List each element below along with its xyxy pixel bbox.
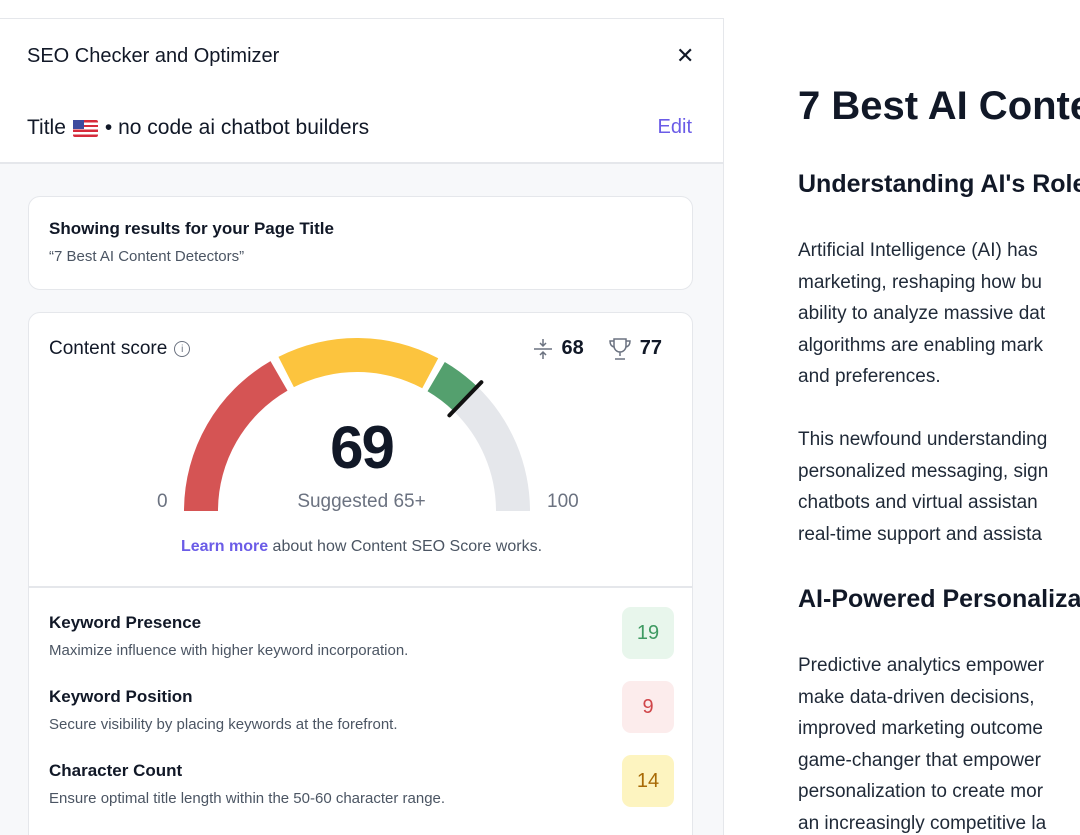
learn-more-rest: about how Content SEO Score works. [268, 538, 543, 555]
article-line: marketing, reshaping how bu [798, 271, 1042, 293]
score-item-badge: 9 [622, 681, 674, 733]
content-score-label: Content score i [49, 338, 191, 360]
score-stats: 68 77 [532, 337, 662, 360]
article-paragraph-2: This newfound understanding personalized … [798, 424, 1048, 550]
article-heading-1: Understanding AI's Role [798, 170, 1080, 198]
gauge-red-segment [184, 361, 288, 511]
score-item-title: Character Count [49, 761, 183, 780]
gauge-yellow-segment [278, 338, 439, 389]
article-line: game-changer that empower [798, 749, 1041, 771]
divider [29, 586, 692, 588]
close-icon[interactable]: ✕ [676, 43, 695, 68]
score-value: 69 [330, 414, 395, 481]
edit-button[interactable]: Edit [657, 116, 692, 138]
average-score-value: 68 [561, 337, 584, 359]
gauge-max-label: 100 [547, 491, 579, 512]
article-paragraph-1: Artificial Intelligence (AI) has marketin… [798, 235, 1045, 393]
article-line: personalized messaging, sign [798, 460, 1049, 482]
results-card: Showing results for your Page Title “7 B… [28, 196, 693, 290]
article-line: Predictive analytics empower [798, 655, 1045, 676]
score-item-title: Keyword Presence [49, 613, 202, 632]
article-line: personalization to create mor [798, 781, 1044, 802]
article-line: an increasingly competitive la [798, 812, 1047, 834]
score-item-desc: Ensure optimal title length within the 5… [49, 790, 446, 807]
article-line: chatbots and virtual assistan [798, 492, 1038, 513]
content-score-text: Content score [49, 338, 168, 359]
suggested-score: Suggested 65+ [297, 491, 426, 512]
article-preview: 7 Best AI Conte Understanding AI's Role … [798, 0, 1080, 835]
score-item[interactable]: Keyword Position Secure visibility by pla… [49, 681, 674, 733]
article-line: ability to analyze massive dat [798, 303, 1046, 324]
score-item-badge: 19 [622, 607, 674, 659]
article-heading-2: AI-Powered Personaliza [798, 585, 1080, 613]
results-heading: Showing results for your Page Title [49, 219, 334, 238]
learn-more-text: Learn more about how Content SEO Score w… [29, 538, 694, 556]
score-gauge [184, 338, 530, 511]
score-item[interactable]: Character Count Ensure optimal title leng… [49, 755, 674, 807]
average-score: 68 [532, 337, 584, 360]
compress-icon [533, 338, 552, 359]
us-flag-icon [72, 119, 98, 137]
gauge-marker [447, 380, 484, 418]
article-title: 7 Best AI Conte [798, 84, 1080, 128]
seo-panel: SEO Checker and Optimizer ✕ Title • no c… [0, 18, 724, 835]
top-score-value: 77 [639, 337, 662, 359]
score-item-title: Keyword Position [49, 687, 193, 706]
panel-header: SEO Checker and Optimizer ✕ Title • no c… [0, 19, 723, 164]
top-score: 77 [608, 337, 662, 360]
info-icon[interactable]: i [174, 341, 191, 357]
gauge-gray-segment [453, 386, 530, 511]
article-line: algorithms are enabling mark [798, 334, 1044, 356]
gauge-min-label: 0 [157, 491, 168, 512]
score-item-desc: Maximize influence with higher keyword i… [49, 642, 409, 659]
trophy-icon [608, 337, 631, 360]
keyword: • no code ai chatbot builders [104, 116, 370, 139]
title-label: Title [27, 116, 66, 139]
score-item-badge: 14 [622, 755, 674, 807]
score-item-desc: Secure visibility by placing keywords at… [49, 716, 398, 733]
page-title-value: “7 Best AI Content Detectors” [49, 248, 245, 265]
article-line: This newfound understanding [798, 429, 1048, 450]
score-item[interactable]: Keyword Presence Maximize influence with … [49, 607, 674, 659]
content-score-card: Content score i 68 77 69 0 Suggested 65+ … [28, 312, 693, 835]
title-keyword-row: Title • no code ai chatbot builders [27, 116, 369, 140]
article-line: and preferences. [798, 366, 941, 387]
article-line: real-time support and assista [798, 523, 1042, 545]
learn-more-link[interactable]: Learn more [180, 538, 269, 555]
article-line: improved marketing outcome [798, 718, 1043, 739]
article-line: Artificial Intelligence (AI) has [798, 240, 1038, 261]
article-paragraph-3: Predictive analytics empower make data-dr… [798, 650, 1046, 835]
panel-title: SEO Checker and Optimizer [27, 45, 280, 67]
article-line: make data-driven decisions, [798, 686, 1035, 708]
